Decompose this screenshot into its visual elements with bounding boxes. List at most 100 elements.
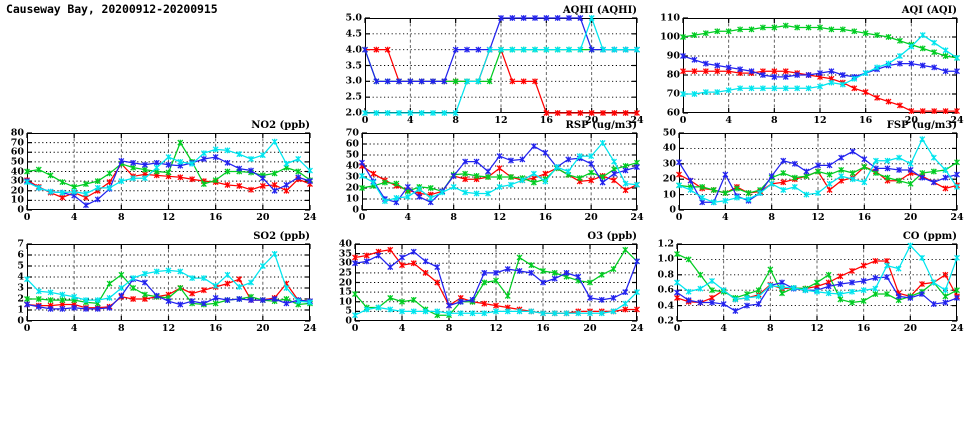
series-fsp-day3 (676, 148, 960, 206)
panel-title-so2: SO2 (ppb) (253, 231, 310, 242)
x-tick-label: 0 (358, 212, 366, 223)
panel-no2: NO2 (ppb) 0 10 20 30 40 50 60 70 80 0 4 8 12 16 20 24 (11, 120, 317, 223)
series-rsp-day4 (359, 139, 640, 205)
x-tick-label: 20 (903, 323, 917, 334)
panel-fsp: FSP (ug/m3) 0 10 20 30 40 50 0 4 8 12 16 20 24 (663, 120, 964, 223)
series-no2-day4 (24, 138, 313, 197)
x-tick-label: 16 (857, 323, 871, 334)
y-tick-label: 10 (338, 296, 352, 308)
y-tick-label: 30 (338, 257, 352, 269)
x-tick-label: 0 (351, 323, 359, 334)
x-tick-label: 4 (398, 323, 406, 334)
x-tick-label: 16 (538, 212, 552, 223)
y-tick-label: 40 (345, 160, 359, 172)
x-tick-label: 20 (256, 212, 270, 223)
series-fsp-day2 (676, 159, 960, 197)
y-tick-label: 4.0 (345, 44, 362, 56)
x-tick-label: 8 (768, 212, 775, 223)
x-tick-label: 0 (23, 212, 31, 223)
y-tick-label: 70 (345, 127, 359, 139)
x-tick-label: 16 (209, 212, 223, 223)
y-tick-label: 110 (660, 12, 680, 24)
y-tick-label: 10 (345, 193, 359, 205)
panel-title-co: CO (ppm) (902, 231, 957, 242)
y-tick-label: 20 (662, 173, 676, 185)
x-tick-label: 20 (583, 323, 597, 334)
series-co-day4 (674, 242, 960, 303)
x-tick-label: 12 (811, 212, 825, 223)
x-tick-label: 24 (303, 212, 317, 223)
x-tick-label: 8 (118, 323, 125, 334)
x-tick-label: 16 (209, 323, 223, 334)
y-tick-label: 4 (17, 271, 24, 283)
x-tick-label: 24 (630, 212, 644, 223)
series-rsp-day1 (359, 163, 640, 198)
panel-title-fsp: FSP (ug/m3) (886, 120, 957, 131)
x-tick-label: 12 (492, 212, 507, 223)
y-tick-label: 60 (345, 138, 359, 150)
x-tick-label: 0 (23, 323, 31, 334)
x-tick-label: 24 (630, 115, 644, 126)
x-tick-label: 24 (630, 323, 644, 334)
plot-area-aqhi (365, 18, 637, 113)
x-tick-label: 20 (256, 323, 270, 334)
y-tick-label: 0 (17, 315, 24, 327)
x-tick-label: 12 (161, 212, 176, 223)
y-tick-label: 0 (669, 204, 676, 216)
y-tick-label: 3.5 (345, 60, 362, 71)
x-tick-label: 20 (904, 115, 918, 126)
y-tick-label: 50 (10, 156, 24, 168)
y-tick-label: 5 (345, 305, 352, 317)
y-tick-label: 40 (662, 142, 676, 154)
x-tick-label: 20 (904, 212, 918, 223)
x-tick-label: 24 (303, 323, 317, 334)
series-fsp-day4 (676, 136, 960, 206)
y-tick-label: 0 (17, 204, 24, 216)
panel-aqhi: AQHI (AQHI) 2.0 2.5 3.0 3.5 4.0 4.5 5.0 0 4 8 12 16 2… (345, 5, 643, 126)
x-tick-label: 12 (494, 115, 508, 126)
y-tick-label: 30 (345, 171, 359, 183)
x-tick-label: 16 (859, 115, 873, 126)
y-tick-label: 1 (17, 304, 24, 316)
x-tick-label: 4 (407, 115, 414, 126)
y-tick-label: 35 (338, 248, 352, 260)
x-tick-label: 24 (950, 323, 964, 334)
x-tick-label: 12 (161, 323, 176, 334)
x-tick-label: 8 (450, 212, 457, 223)
x-tick-label: 20 (584, 212, 598, 223)
y-tick-label: 15 (338, 286, 352, 298)
y-tick-label: 100 (660, 31, 680, 43)
y-tick-label: 20 (345, 182, 359, 194)
y-tick-label: 0.2 (657, 315, 674, 327)
y-tick-label: 5.0 (345, 12, 362, 24)
x-tick-label: 12 (813, 115, 827, 126)
x-tick-label: 12 (489, 323, 503, 334)
series-o3-day4 (352, 289, 640, 319)
y-tick-label: 0 (345, 315, 352, 327)
y-tick-label: 70 (666, 88, 680, 100)
y-tick-label: 1.2 (657, 238, 674, 250)
y-tick-label: 3.0 (345, 75, 362, 87)
y-tick-label: 0.6 (657, 284, 674, 296)
x-tick-label: 8 (452, 115, 459, 126)
y-tick-label: 30 (10, 175, 24, 187)
x-tick-label: 20 (585, 115, 599, 126)
x-tick-label: 16 (539, 115, 553, 126)
x-tick-label: 24 (950, 115, 964, 126)
y-tick-label: 0.8 (657, 269, 674, 281)
y-tick-label: 6 (17, 249, 24, 261)
panel-title-rsp: RSP (ug/m3) (565, 120, 637, 131)
x-tick-label: 12 (810, 323, 824, 334)
y-tick-label: 25 (338, 267, 352, 279)
x-tick-label: 8 (767, 323, 774, 334)
panel-co: CO (ppm) 0.2 0.4 0.6 0.8 1.0 1.2 0 4 8 12 16 20 24 (657, 231, 963, 334)
x-tick-label: 4 (725, 115, 732, 126)
series-aqhi-day4 (362, 15, 640, 116)
y-tick-label: 80 (666, 69, 680, 81)
y-tick-label: 40 (10, 166, 24, 177)
y-tick-label: 0.4 (657, 300, 674, 312)
y-tick-label: 40 (338, 238, 352, 250)
series-o3-day3 (352, 248, 640, 309)
y-tick-label: 2.5 (345, 91, 362, 103)
panel-rsp: RSP (ug/m3) 0 10 20 30 40 50 60 70 0 4 8 12 16 20 24 (346, 120, 644, 223)
